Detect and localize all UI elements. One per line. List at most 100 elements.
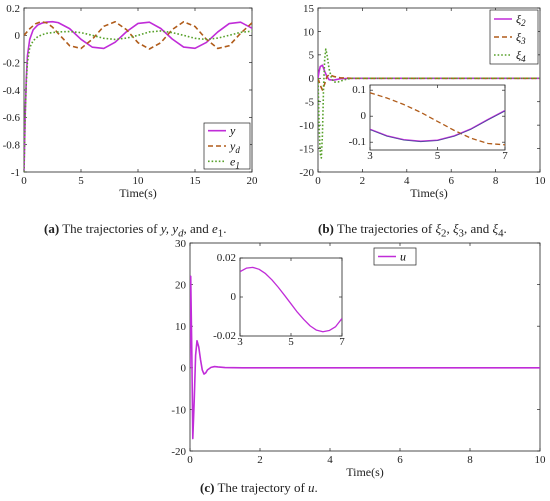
chart-a-y-tick-label-4: -0.2 (3, 58, 20, 70)
chart-b-y-tick-label-3: -5 (305, 97, 315, 109)
chart-a-x-tick-label-4: 20 (247, 175, 259, 187)
chart-b-inset-y-tick-label-1: 0 (361, 110, 367, 122)
chart-b-x-tick-label-2: 4 (404, 175, 410, 187)
chart-c-y-tick-label-1: -10 (171, 404, 186, 416)
caption-b-and: , and (463, 221, 490, 236)
chart-a-x-tick-label-1: 5 (78, 175, 84, 187)
chart-a-y-tick-label-2: -0.6 (3, 112, 21, 124)
chart-b-inset-x-tick-label-1: 5 (435, 150, 441, 162)
caption-b-s2: 3 (458, 227, 464, 240)
caption-b-text: The trajectories of (336, 221, 433, 236)
chart-c-series-line-0 (190, 275, 540, 440)
caption-a-tag: (a) (44, 221, 60, 236)
chart-a: 0 5 10 15 20 -1 -0.8 -0.6 -0.4 -0.2 0 0.2 Time(s) yyd… (3, 3, 258, 200)
caption-c-tag: (c) (200, 480, 215, 495)
chart-c-inset: 3 5 7 -0.02 0 0.02 (213, 252, 345, 348)
chart-b-y-tick-label-4: 0 (309, 73, 315, 85)
chart-b-y-tick-label-7: 15 (303, 3, 315, 15)
caption-c-text: The trajectory of (217, 480, 305, 495)
chart-c-x-tick-label-5: 10 (535, 454, 547, 466)
chart-c-y-tick-label-3: 10 (175, 321, 187, 333)
chart-b-legend-sub-0: 2 (521, 18, 526, 28)
caption-b: (b) The trajectories of ξ2, ξ3, and ξ4. (318, 221, 507, 240)
chart-c-y-tick-label-5: 30 (175, 238, 187, 250)
chart-b-inset-y-tick-label-2: 0.1 (352, 84, 366, 96)
chart-b-inset-y-tick-label-0: -0.1 (349, 136, 366, 148)
caption-a-e: e (212, 221, 218, 236)
chart-a-series-line-1 (24, 20, 252, 50)
caption-b-v3: ξ (492, 221, 499, 236)
chart-c-inset-y-tick-label-0: -0.02 (213, 330, 236, 342)
chart-a-x-tick-label-3: 15 (190, 175, 202, 187)
chart-a-legend-label-0: y (229, 124, 236, 138)
chart-b-x-tick-label-3: 6 (448, 175, 454, 187)
chart-c-x-axis-label: Time(s) (346, 465, 384, 479)
chart-c-inset-x-tick-label-0: 3 (237, 336, 243, 348)
caption-b-v2: ξ (452, 221, 459, 236)
chart-a-legend-sub-2: 1 (235, 160, 240, 170)
chart-a-legend-label-1: yd (229, 139, 240, 155)
chart-c-inset-series-line-0 (240, 266, 342, 333)
chart-a-legend-name-1: y (229, 139, 236, 153)
chart-c-x-tick-label-1: 2 (257, 454, 263, 466)
chart-c-y-tick-label-0: -20 (171, 446, 186, 458)
caption-b-s3: 4 (498, 227, 504, 240)
caption-c-var: u (308, 480, 315, 495)
chart-a-y-tick-label-1: -0.8 (3, 140, 21, 152)
caption-a-end: . (223, 221, 227, 236)
chart-c-legend-label-0: u (400, 250, 406, 264)
caption-a-sub-d: d (178, 227, 184, 240)
chart-c-x-tick-label-0: 0 (187, 454, 193, 466)
chart-b-y-tick-label-0: -20 (299, 167, 314, 179)
chart-b-inset-plot-frame (369, 84, 506, 151)
chart-c-inset-plot-frame (239, 257, 343, 337)
chart-b-legend-sub-1: 3 (520, 36, 526, 46)
caption-a-and: , and (183, 221, 209, 236)
chart-b-x-tick-label-5: 10 (535, 175, 547, 187)
chart-b-legend-label-0: ξ2 (516, 12, 526, 28)
chart-c-y-tick-label-2: 0 (181, 363, 187, 375)
caption-a-text: The trajectories of (62, 221, 158, 236)
caption-b-s1: 2 (441, 227, 447, 240)
chart-b-x-tick-label-1: 2 (360, 175, 366, 187)
chart-b-inset-series-line-0 (370, 109, 505, 142)
chart-b-legend-label-2: ξ4 (516, 48, 526, 64)
chart-c-inset-series-group (240, 266, 342, 333)
chart-b-inset-series-line-1 (370, 92, 505, 146)
chart-a-x-tick-label-0: 0 (21, 175, 27, 187)
chart-b-y-tick-label-6: 10 (303, 26, 315, 38)
chart-a-x-axis-label: Time(s) (119, 186, 157, 200)
chart-b-legend-name-2: ξ (516, 48, 522, 62)
chart-a-x-tick-label-2: 10 (133, 175, 145, 187)
chart-b-legend-sub-2: 4 (521, 54, 526, 64)
chart-c-y-tick-label-4: 20 (175, 279, 187, 291)
chart-c-inset-y-tick-label-2: 0.02 (217, 252, 236, 264)
caption-b-end: . (503, 221, 507, 236)
caption-a-vars: y, y (160, 221, 179, 236)
chart-b-legend-label-1: ξ3 (516, 30, 526, 46)
chart-b-x-axis-label: Time(s) (410, 186, 448, 200)
chart-a-y-tick-label-6: 0.2 (6, 3, 20, 15)
chart-b-inset-x-tick-label-0: 3 (367, 150, 373, 162)
chart-b-series-line-1 (318, 73, 540, 91)
chart-c: 0 2 4 6 8 10 -20 -10 0 10 20 30 Time(s) u 3 5 7 -0.02 0 0.0… (171, 238, 546, 479)
chart-a-legend-label-2: e1 (230, 154, 240, 170)
chart-c-inset-x-tick-label-1: 5 (288, 336, 294, 348)
chart-c-series-group (190, 275, 540, 440)
chart-b-y-tick-label-2: -10 (299, 120, 314, 132)
chart-c-inset-x-tick-label-2: 7 (339, 336, 345, 348)
chart-b-x-tick-label-4: 8 (493, 175, 499, 187)
chart-b-inset-series-line-2 (370, 110, 505, 143)
chart-c-legend-name-0: u (400, 250, 406, 264)
chart-a-y-tick-label-0: -1 (11, 167, 20, 179)
chart-b-series-group (318, 48, 540, 159)
chart-a-y-tick-label-3: -0.4 (3, 85, 21, 97)
caption-c-end: . (314, 480, 318, 495)
chart-b-y-tick-label-5: 5 (309, 50, 315, 62)
caption-a: (a) The trajectories of y, yd, and e1. (44, 221, 226, 240)
chart-b-inset-x-tick-label-2: 7 (502, 150, 508, 162)
chart-a-series-group (24, 20, 252, 172)
chart-a-legend-sub-1: d (235, 145, 240, 155)
